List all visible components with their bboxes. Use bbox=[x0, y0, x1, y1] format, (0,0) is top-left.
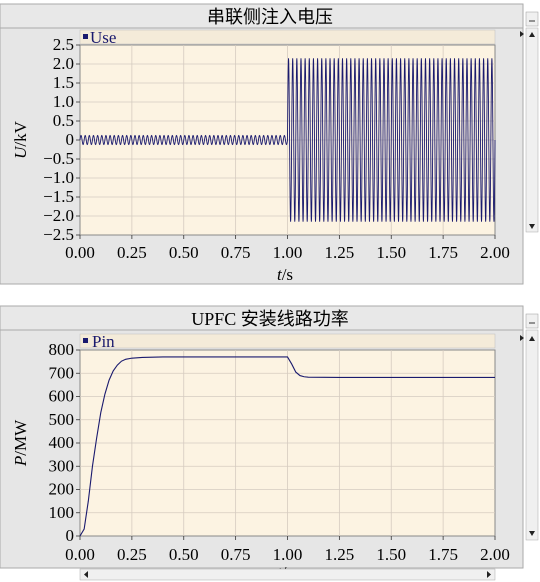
chart-2-legend-swatch bbox=[83, 338, 88, 343]
y-tick-label: 0 bbox=[66, 130, 75, 149]
x-tick-label: 0.50 bbox=[169, 545, 199, 564]
chart-2-series-pin bbox=[79, 356, 495, 537]
y-tick-label: 800 bbox=[49, 340, 75, 359]
y-tick-label: 200 bbox=[49, 480, 75, 499]
x-tick-label: 1.50 bbox=[376, 545, 406, 564]
chart-2-scroll-up-icon[interactable] bbox=[529, 336, 535, 341]
y-tick-label: −1.0 bbox=[43, 168, 74, 187]
y-tick-label: 400 bbox=[49, 433, 75, 452]
y-tick-label: 300 bbox=[49, 456, 75, 475]
chart-1-x-ticks: 0.00 0.25 0.50 0.75 1.00 1.25 1.50 1.75 2.00 bbox=[65, 235, 510, 262]
chart-2-title: UPFC 安装线路功率 bbox=[191, 309, 349, 329]
x-tick-label: 0.75 bbox=[221, 545, 251, 564]
y-tick-label: −1.5 bbox=[43, 187, 74, 206]
chart-2-scroll-right-icon[interactable] bbox=[520, 335, 524, 341]
chart-1-titlebar bbox=[0, 3, 524, 29]
x-tick-label: 0.00 bbox=[65, 243, 95, 262]
chart-1-x-axis-title: t/s bbox=[277, 265, 293, 284]
chart-1-minimize-button[interactable] bbox=[525, 11, 539, 27]
y-tick-label: 700 bbox=[49, 363, 75, 382]
chart-1-scroll-right-icon[interactable] bbox=[520, 31, 524, 37]
y-tick-label: 600 bbox=[49, 387, 75, 406]
x-tick-label: 0.50 bbox=[169, 243, 199, 262]
y-tick-label: 100 bbox=[49, 503, 75, 522]
x-tick-label: 2.00 bbox=[480, 545, 510, 564]
y-tick-label: 2.0 bbox=[53, 54, 74, 73]
chart-2-y-axis-title: P/MW bbox=[11, 419, 30, 467]
chart-2-grid bbox=[80, 350, 495, 536]
y-tick-label: 0.5 bbox=[53, 111, 74, 130]
x-tick-label: 0.25 bbox=[117, 243, 147, 262]
chart-1-legend-bar bbox=[79, 29, 496, 45]
x-tick-label: 1.75 bbox=[428, 545, 458, 564]
chart-1-scroll-down-icon[interactable] bbox=[529, 224, 535, 229]
chart-1-y-axis-title: U/kV bbox=[11, 120, 30, 159]
chart-2-titlebar bbox=[0, 305, 524, 331]
chart-1-vscroll-track[interactable] bbox=[525, 27, 539, 233]
x-tick-label: 1.75 bbox=[428, 243, 458, 262]
chart-2-vscroll-track[interactable] bbox=[525, 329, 539, 541]
y-tick-label: −2.5 bbox=[43, 225, 74, 244]
chart-1: 串联侧注入电压 Use 2.52.01.51.00.50−0.5−1.0−1.5… bbox=[0, 3, 539, 285]
x-tick-label: 1.50 bbox=[376, 243, 406, 262]
y-tick-label: −2.0 bbox=[43, 206, 74, 225]
chart-2-legend-text: Pin bbox=[92, 332, 115, 351]
x-tick-label: 1.00 bbox=[273, 243, 303, 262]
chart-2-legend-bar bbox=[79, 333, 496, 349]
chart-2-hscroll-left-icon[interactable] bbox=[84, 571, 88, 578]
x-tick-label: 0.75 bbox=[221, 243, 251, 262]
chart-1-legend-swatch bbox=[83, 34, 88, 39]
chart-2: UPFC 安装线路功率 Pin 800 700 600 500 400 300 200 100… bbox=[0, 305, 539, 582]
chart-1-title: 串联侧注入电压 bbox=[207, 7, 333, 27]
y-tick-label: 500 bbox=[49, 410, 75, 429]
x-tick-label: 0.25 bbox=[117, 545, 147, 564]
chart-1-scroll-up-icon[interactable] bbox=[529, 32, 535, 37]
chart-2-hscroll-track[interactable] bbox=[79, 568, 496, 581]
x-tick-label: 2.00 bbox=[480, 243, 510, 262]
y-tick-label: −0.5 bbox=[43, 149, 74, 168]
chart-2-minimize-button[interactable] bbox=[525, 313, 539, 329]
chart-2-hscroll-right-icon[interactable] bbox=[487, 571, 491, 578]
chart-1-series-use bbox=[79, 58, 496, 222]
y-tick-label: 1.5 bbox=[53, 73, 74, 92]
chart-2-y-ticks: 800 700 600 500 400 300 200 100 0 bbox=[49, 340, 80, 545]
y-tick-label: 2.5 bbox=[53, 35, 74, 54]
x-tick-label: 0.00 bbox=[65, 545, 95, 564]
y-tick-label: 1.0 bbox=[53, 92, 74, 111]
chart-2-x-ticks: 0.00 0.25 0.50 0.75 1.00 1.25 1.50 1.75 2.00 bbox=[65, 536, 510, 564]
x-tick-label: 1.00 bbox=[273, 545, 303, 564]
x-tick-label: 1.25 bbox=[325, 545, 355, 564]
chart-1-legend-text: Use bbox=[90, 28, 116, 47]
y-tick-label: 0 bbox=[66, 526, 75, 545]
chart-1-y-ticks: 2.52.01.51.00.50−0.5−1.0−1.5−2.0−2.5 bbox=[43, 35, 80, 244]
chart-2-scroll-down-icon[interactable] bbox=[529, 531, 535, 536]
x-tick-label: 1.25 bbox=[325, 243, 355, 262]
